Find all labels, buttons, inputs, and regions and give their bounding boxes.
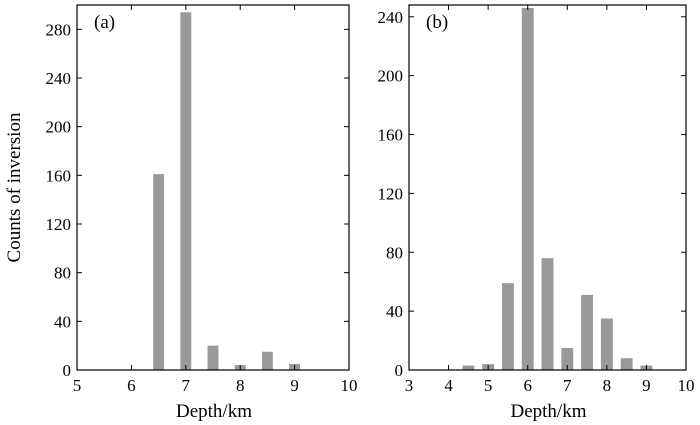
x-tick-label-a-0: 5 [73, 376, 82, 395]
x-tick-label-b-4: 7 [563, 376, 572, 395]
panel-b: 3 4 5 6 7 8 9 10 0 40 80 120 160 200 240 (b) Depth/km [378, 4, 695, 422]
y-tick-label-a-5: 200 [46, 118, 72, 137]
bar-a-1 [180, 12, 192, 371]
x-tick-label-b-3: 6 [523, 376, 532, 395]
y-tick-label-a-2: 80 [54, 264, 71, 283]
x-tick-label-a-3: 8 [236, 376, 245, 395]
bar-b-8 [620, 358, 633, 370]
bar-b-5 [561, 347, 574, 370]
bar-b-6 [581, 294, 594, 370]
panel-label-b: (b) [426, 12, 448, 33]
x-tick-label-b-2: 5 [484, 376, 493, 395]
y-tick-label-a-3: 120 [46, 215, 72, 234]
plot-frame-b [408, 4, 687, 371]
bar-b-4 [541, 258, 554, 370]
panel-a: 5 6 7 8 9 10 0 40 80 120 160 200 240 280 (a) Depth/km Co… [4, 4, 358, 422]
panel-label-a: (a) [94, 12, 115, 33]
y-tick-label-a-4: 160 [46, 166, 72, 185]
y-tick-label-b-3: 120 [378, 184, 404, 203]
plot-frame-a [76, 4, 350, 371]
bar-b-0 [462, 365, 475, 370]
y-tick-label-b-0: 0 [395, 361, 404, 380]
y-tick-label-b-5: 200 [378, 67, 404, 86]
y-tick-label-a-1: 40 [54, 312, 71, 331]
x-tick-label-b-0: 3 [405, 376, 414, 395]
x-tick-label-b-7: 10 [678, 376, 695, 395]
y-tick-label-b-2: 80 [386, 243, 403, 262]
y-tick-label-a-0: 0 [63, 361, 72, 380]
x-axis-label-b: Depth/km [511, 401, 587, 422]
x-tick-label-a-1: 6 [127, 376, 136, 395]
y-tick-label-b-1: 40 [386, 302, 403, 321]
y-axis-label-a: Counts of inversion [4, 112, 25, 262]
x-tick-label-a-2: 7 [182, 376, 191, 395]
x-tick-label-a-4: 9 [290, 376, 299, 395]
y-tick-label-a-6: 240 [46, 69, 72, 88]
y-tick-label-b-4: 160 [378, 126, 404, 145]
x-axis-label-a: Depth/km [176, 401, 252, 422]
x-tick-label-b-6: 9 [642, 376, 651, 395]
x-tick-label-a-5: 10 [341, 376, 358, 395]
bar-b-3 [521, 7, 534, 370]
bar-a-2 [207, 345, 219, 370]
bar-a-4 [261, 351, 273, 370]
y-tick-label-b-6: 240 [378, 8, 404, 27]
x-tick-label-b-1: 4 [444, 376, 453, 395]
bar-b-2 [501, 283, 514, 370]
y-tick-label-a-7: 280 [46, 20, 72, 39]
x-tick-label-b-5: 8 [603, 376, 612, 395]
bar-b-7 [600, 318, 613, 370]
bar-a-0 [153, 174, 165, 370]
